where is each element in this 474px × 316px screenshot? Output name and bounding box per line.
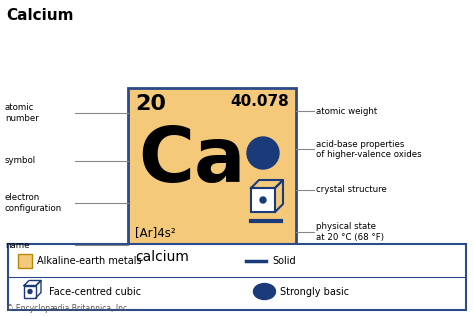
Text: Alkaline-earth metals: Alkaline-earth metals bbox=[37, 256, 142, 265]
Text: atomic weight: atomic weight bbox=[316, 106, 377, 116]
Text: Calcium: Calcium bbox=[6, 8, 73, 23]
Text: Face-centred cubic: Face-centred cubic bbox=[49, 287, 141, 296]
Text: [Ar]4s²: [Ar]4s² bbox=[135, 226, 176, 239]
Circle shape bbox=[28, 289, 32, 294]
Text: Ca: Ca bbox=[138, 124, 246, 198]
Text: electron
configuration: electron configuration bbox=[5, 193, 62, 213]
Text: physical state
at 20 °C (68 °F): physical state at 20 °C (68 °F) bbox=[316, 222, 384, 242]
Text: name: name bbox=[5, 241, 29, 250]
Text: symbol: symbol bbox=[5, 156, 36, 166]
Ellipse shape bbox=[254, 283, 275, 300]
Bar bbox=[24, 286, 36, 298]
Bar bbox=[18, 253, 32, 268]
Circle shape bbox=[247, 137, 279, 169]
Circle shape bbox=[260, 197, 266, 203]
Text: Strongly basic: Strongly basic bbox=[281, 287, 350, 296]
Text: Solid: Solid bbox=[273, 256, 296, 265]
Bar bbox=[251, 188, 275, 212]
Text: © Encyclopædia Britannica, Inc.: © Encyclopædia Britannica, Inc. bbox=[6, 304, 129, 313]
Text: atomic
number: atomic number bbox=[5, 103, 39, 123]
Text: acid-base properties
of higher-valence oxides: acid-base properties of higher-valence o… bbox=[316, 140, 422, 159]
Text: crystal structure: crystal structure bbox=[316, 185, 387, 194]
FancyBboxPatch shape bbox=[8, 244, 466, 310]
Text: 20: 20 bbox=[135, 94, 166, 114]
FancyBboxPatch shape bbox=[128, 88, 296, 280]
Text: calcium: calcium bbox=[135, 250, 189, 264]
Text: 40.078: 40.078 bbox=[230, 94, 289, 109]
